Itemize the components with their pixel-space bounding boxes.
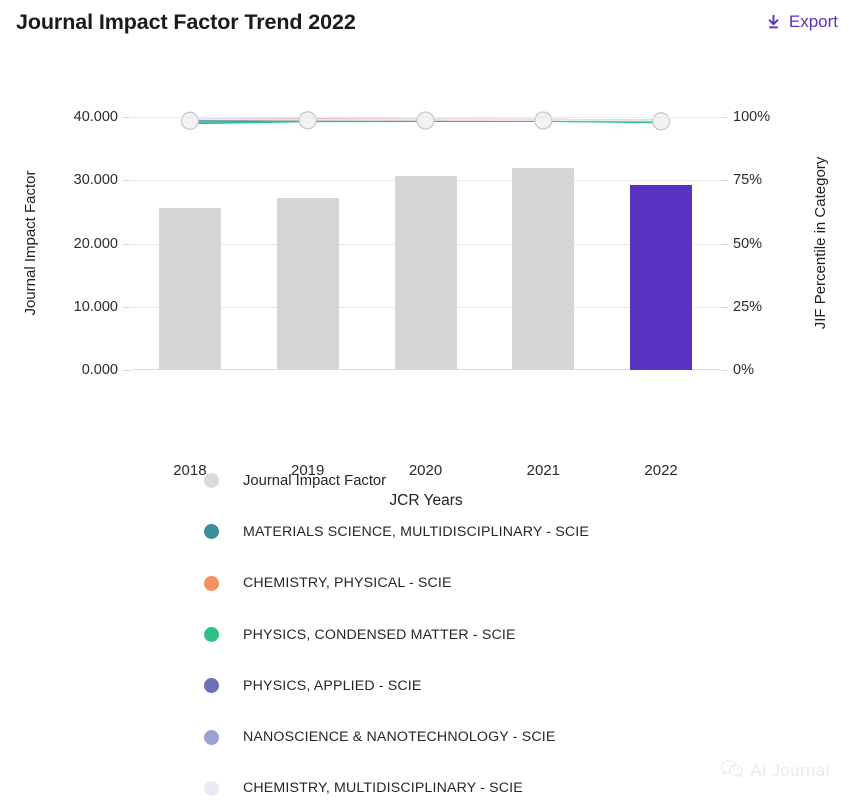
legend-color-swatch <box>204 678 219 694</box>
wechat-icon <box>720 760 743 783</box>
y-tick-label-left: 40.000 <box>73 109 118 125</box>
legend-color-swatch <box>204 729 219 745</box>
legend-item-4[interactable]: PHYSICS, APPLIED - SCIE <box>204 660 824 711</box>
legend-item-0[interactable]: Journal Impact Factor <box>204 455 824 506</box>
y-tick-mark-right <box>721 370 728 371</box>
x-axis-title: JCR Years <box>389 492 463 509</box>
legend-color-swatch <box>204 780 219 796</box>
bar-2020[interactable] <box>394 176 457 370</box>
legend-color-swatch <box>204 473 219 489</box>
page-header: Journal Impact Factor Trend 2022 Export <box>0 0 852 58</box>
legend-item-3[interactable]: PHYSICS, CONDENSED MATTER - SCIE <box>204 609 824 660</box>
legend-item-label: PHYSICS, CONDENSED MATTER - SCIE <box>243 626 516 643</box>
y-tick-mark-left <box>123 117 130 118</box>
line-series-layer <box>180 111 671 131</box>
y-tick-label-right: 25% <box>733 298 763 315</box>
legend-item-label: PHYSICS, APPLIED - SCIE <box>243 677 422 694</box>
download-icon <box>767 14 780 30</box>
y-tick-mark-left <box>123 306 130 308</box>
gridline <box>131 117 720 118</box>
legend-item-1[interactable]: MATERIALS SCIENCE, MULTIDISCIPLINARY - S… <box>204 506 824 557</box>
legend-item-label: Journal Impact Factor <box>243 472 387 489</box>
data-point-marker-2022[interactable] <box>651 112 671 131</box>
watermark: Ai Journal <box>720 760 830 783</box>
data-point-marker-2019[interactable] <box>298 111 317 130</box>
bar-2022[interactable] <box>630 185 693 370</box>
legend-item-label: CHEMISTRY, MULTIDISCIPLINARY - SCIE <box>243 780 523 797</box>
y-tick-label-left: 30.000 <box>73 172 118 189</box>
legend-item-2[interactable]: CHEMISTRY, PHYSICAL - SCIE <box>204 558 824 609</box>
legend-item-6[interactable]: CHEMISTRY, MULTIDISCIPLINARY - SCIE <box>204 763 824 801</box>
y-tick-label-left: 20.000 <box>73 235 118 252</box>
y-tick-label-right: 0% <box>733 362 754 378</box>
y-tick-mark-right <box>721 180 728 182</box>
bar-2019[interactable] <box>276 197 339 370</box>
data-point-marker-2021[interactable] <box>534 111 553 130</box>
x-tick-label-2022: 2022 <box>644 462 678 479</box>
y-tick-mark-right <box>721 243 728 245</box>
y-tick-label-left: 10.000 <box>73 298 118 315</box>
y-axis-title-left: Journal Impact Factor <box>22 170 39 316</box>
y-tick-label-right: 50% <box>733 235 763 252</box>
x-tick-label-2019: 2019 <box>291 462 325 479</box>
bar-2018[interactable] <box>158 208 221 370</box>
y-tick-label-right: 100% <box>733 109 771 125</box>
legend-item-label: MATERIALS SCIENCE, MULTIDISCIPLINARY - S… <box>243 523 589 540</box>
chart-legend: Journal Impact Factor MATERIALS SCIENCE, … <box>204 455 824 801</box>
legend-item-label: NANOSCIENCE & NANOTECHNOLOGY - SCIE <box>243 729 556 746</box>
legend-color-swatch <box>204 524 219 540</box>
y-tick-mark-left <box>123 243 130 245</box>
bar-2021[interactable] <box>512 168 575 370</box>
legend-item-5[interactable]: NANOSCIENCE & NANOTECHNOLOGY - SCIE <box>204 711 824 762</box>
export-label: Export <box>788 12 838 31</box>
legend-color-swatch <box>204 575 219 591</box>
legend-color-swatch <box>204 627 219 643</box>
data-point-marker-2020[interactable] <box>416 111 435 130</box>
plot-area: 0.000 10.000 20.000 30.000 40.000 0% 25% 50% 75%… <box>74 109 770 378</box>
chart-container: Journal Impact Factor JIF Percentile in … <box>0 58 852 509</box>
y-tick-mark-left <box>123 370 130 371</box>
legend-item-label: CHEMISTRY, PHYSICAL - SCIE <box>243 575 452 592</box>
export-button[interactable]: Export <box>767 12 838 32</box>
y-tick-label-left: 0.000 <box>81 362 118 378</box>
y-axis-title-right: JIF Percentile in Category <box>812 156 829 330</box>
y-tick-mark-left <box>123 180 130 182</box>
data-point-marker-2018[interactable] <box>180 111 200 130</box>
y-tick-label-right: 75% <box>733 172 763 189</box>
y-tick-mark-right <box>721 306 728 308</box>
watermark-text: Ai Journal <box>750 762 830 780</box>
x-tick-label-2021: 2021 <box>526 462 560 479</box>
x-tick-label-2020: 2020 <box>408 462 443 479</box>
page-title: Journal Impact Factor Trend 2022 <box>16 10 356 34</box>
x-tick-label-2018: 2018 <box>173 462 207 479</box>
y-tick-mark-right <box>721 117 728 118</box>
